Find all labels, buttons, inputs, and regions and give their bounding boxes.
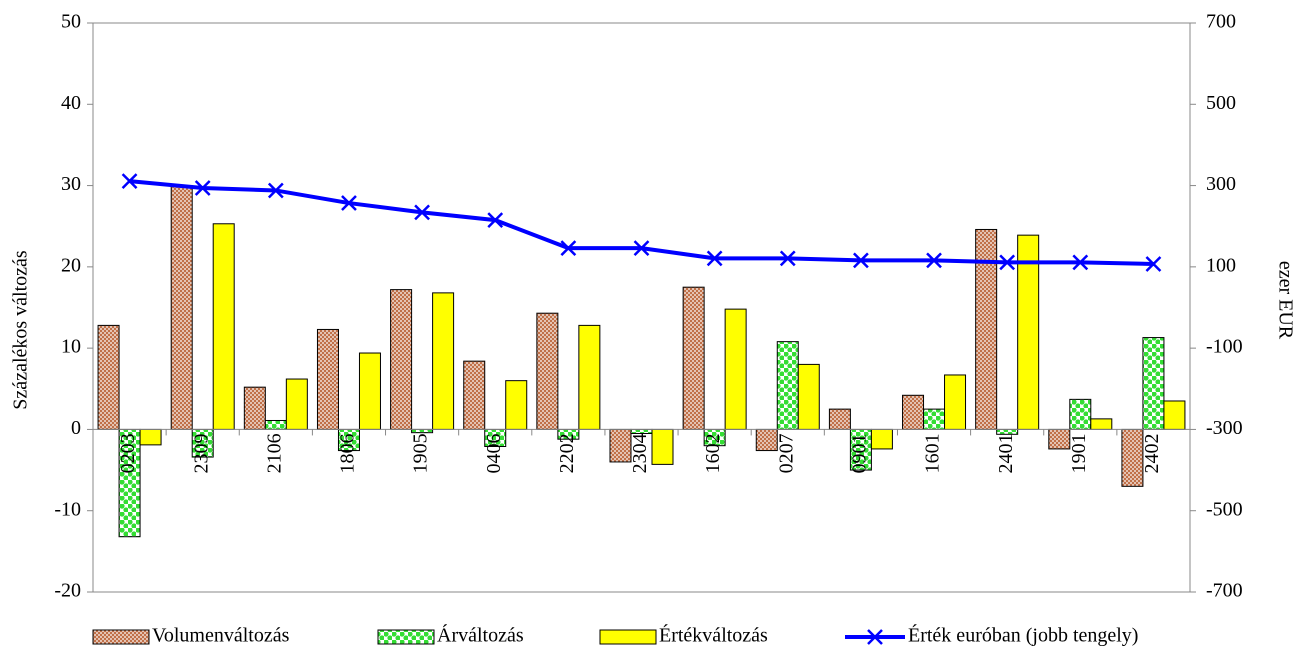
- marker: [1072, 254, 1089, 271]
- x-tick-label: 2106: [263, 433, 285, 473]
- x-tick-label: 0406: [483, 433, 505, 473]
- legend-marker: [867, 629, 883, 645]
- y2-tick-label: 500: [1206, 92, 1236, 114]
- marker: [633, 240, 650, 257]
- marker: [926, 252, 942, 269]
- marker: [194, 180, 211, 196]
- marker: [779, 250, 796, 267]
- bar: [505, 380, 528, 430]
- y2-tick-label: -100: [1206, 336, 1243, 358]
- bar: [630, 428, 653, 434]
- bar: [609, 428, 632, 463]
- marker: [853, 252, 869, 269]
- plot-frame: [92, 22, 1191, 593]
- y-tick-label: 10: [61, 336, 81, 358]
- bar: [651, 428, 674, 465]
- x-tick-label: 2401: [995, 433, 1017, 473]
- legend-label: Árváltozás: [437, 624, 524, 647]
- x-tick-label: 2402: [1141, 433, 1163, 473]
- x-tick-label: 1602: [702, 433, 724, 473]
- bar: [432, 292, 455, 430]
- y-tick-label: 30: [61, 173, 81, 195]
- legend-label: Érték euróban (jobb tengely): [908, 624, 1138, 647]
- bar: [776, 341, 799, 430]
- marker: [121, 173, 138, 189]
- bar: [682, 286, 705, 430]
- y2-tick-label: -300: [1206, 417, 1243, 439]
- bar: [139, 428, 162, 446]
- bar: [944, 374, 967, 430]
- bar: [264, 419, 287, 430]
- legend-swatch: [377, 629, 435, 645]
- marker: [706, 250, 723, 267]
- legend-swatch: [92, 629, 150, 645]
- y-tick-label: 20: [61, 254, 81, 276]
- bar: [358, 352, 381, 430]
- x-tick-label: 1905: [410, 433, 432, 473]
- y-tick-label: 50: [61, 11, 81, 33]
- line: [129, 179, 1154, 267]
- legend-label: Volumenváltozás: [152, 625, 290, 647]
- y-tick-label: 40: [61, 92, 81, 114]
- marker: [1145, 256, 1162, 272]
- bar: [316, 328, 339, 430]
- x-tick-label: 2309: [190, 433, 212, 473]
- x-tick-label: 1601: [922, 433, 944, 473]
- bar: [828, 408, 851, 430]
- y2-tick-label: -500: [1206, 498, 1243, 520]
- legend-label: Értékváltozás: [659, 624, 768, 647]
- bar: [1163, 400, 1186, 430]
- y2-tick-label: 300: [1206, 173, 1236, 195]
- marker: [999, 254, 1016, 271]
- marker: [560, 240, 577, 257]
- marker: [341, 195, 357, 211]
- bar: [1121, 428, 1144, 487]
- bar: [463, 360, 486, 430]
- y2-tick-label: -700: [1206, 580, 1243, 602]
- bar: [536, 312, 559, 430]
- marker: [267, 182, 284, 199]
- bar: [578, 324, 601, 430]
- x-tick-label: 0901: [848, 433, 870, 473]
- bar: [724, 308, 747, 430]
- bar: [1048, 428, 1071, 450]
- y-axis-label: Százalékos változás: [10, 250, 32, 410]
- bar: [97, 324, 120, 430]
- y-tick-label: -10: [54, 498, 81, 520]
- marker: [414, 204, 430, 221]
- x-tick-label: 0207: [775, 433, 797, 473]
- bar: [797, 363, 820, 430]
- x-tick-label: 2202: [556, 433, 578, 473]
- bar: [212, 223, 235, 430]
- y2-axis-label: ezer EUR: [1274, 261, 1296, 340]
- x-tick-label: 2304: [629, 433, 651, 473]
- bar: [243, 386, 266, 430]
- bar: [755, 428, 778, 452]
- bar: [1069, 398, 1092, 430]
- bar: [390, 289, 413, 430]
- y-tick-label: 0: [71, 417, 81, 439]
- y2-tick-label: 100: [1206, 254, 1236, 276]
- x-tick-label: 1901: [1068, 433, 1090, 473]
- bar: [1090, 418, 1113, 430]
- bar: [975, 228, 998, 430]
- bar: [923, 408, 946, 430]
- bar: [170, 185, 193, 430]
- y2-tick-label: 700: [1206, 11, 1236, 33]
- bar: [902, 394, 925, 430]
- legend-swatch: [599, 629, 657, 645]
- x-tick-label: 0203: [117, 433, 139, 473]
- bar: [870, 428, 893, 450]
- bar: [1142, 337, 1165, 430]
- bar: [285, 378, 308, 430]
- y-tick-label: -20: [54, 580, 81, 602]
- x-tick-label: 1806: [337, 433, 359, 473]
- marker: [487, 212, 504, 229]
